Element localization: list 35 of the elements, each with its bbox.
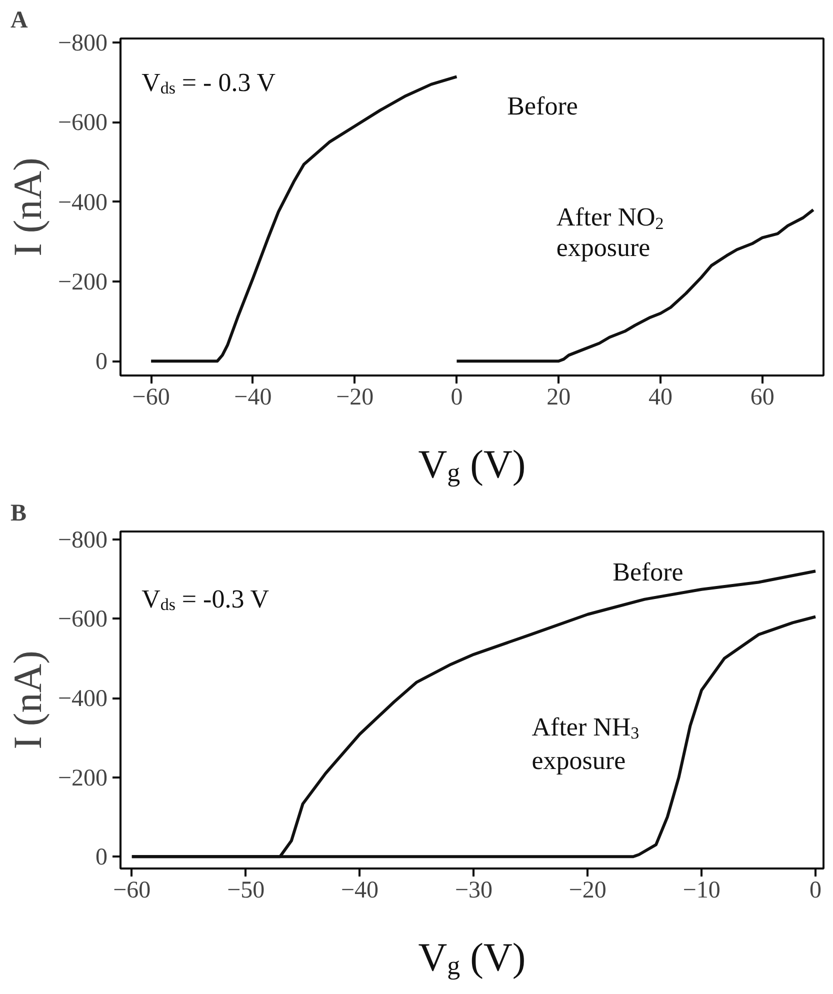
x-tick-label: −60 — [132, 384, 170, 410]
x-tick-label: 0 — [810, 878, 822, 904]
x-axis-title: Vg (V) — [418, 934, 526, 980]
annotation: Before — [612, 557, 684, 586]
annotation: Before — [507, 91, 578, 120]
x-tick-label: −50 — [227, 878, 265, 904]
x-tick-label: 40 — [648, 384, 672, 410]
line-series — [455, 208, 815, 363]
x-tick-label: 0 — [450, 384, 463, 410]
y-tick-label: −200 — [58, 765, 108, 792]
y-tick-label: 0 — [96, 349, 108, 376]
x-tick-label: 60 — [750, 384, 774, 410]
chart-title: A — [10, 8, 28, 34]
y-tick-label: −600 — [58, 110, 108, 136]
x-tick-label: −20 — [336, 384, 374, 410]
y-tick-label: −400 — [58, 190, 108, 216]
x-tick-label: −10 — [682, 878, 720, 904]
annotation: exposure — [556, 232, 650, 262]
x-tick-label: 20 — [546, 384, 571, 410]
chart-title: B — [10, 500, 27, 526]
y-tick-label: 0 — [96, 844, 108, 871]
x-tick-label: −40 — [341, 878, 379, 904]
annotation: exposure — [532, 746, 626, 776]
y-tick-label: −800 — [58, 527, 108, 554]
x-tick-label: −30 — [454, 878, 492, 904]
y-tick-label: −600 — [58, 606, 108, 633]
x-tick-label: −20 — [568, 878, 606, 904]
x-tick-label: −40 — [234, 384, 272, 410]
y-tick-label: −400 — [58, 686, 108, 712]
y-tick-label: −200 — [58, 269, 108, 296]
x-tick-label: −60 — [113, 878, 151, 904]
x-axis-title: Vg (V) — [418, 441, 526, 488]
y-axis-title: I (nA) — [4, 650, 50, 750]
y-tick-label: −800 — [58, 30, 108, 56]
y-axis-title: I (nA) — [4, 158, 50, 256]
